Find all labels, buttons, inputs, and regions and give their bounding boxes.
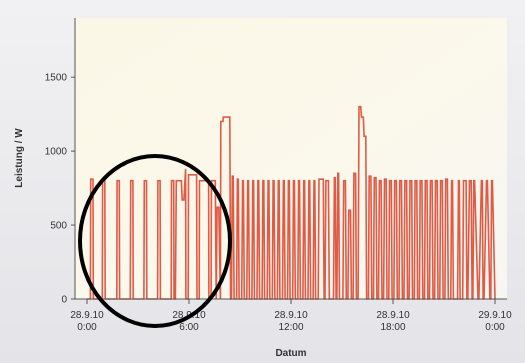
- x-tick-label: 6:00: [179, 322, 199, 333]
- x-tick-label: 0:00: [485, 322, 505, 333]
- highlight-ellipse: [78, 154, 232, 328]
- x-tick-label: 18:00: [380, 322, 405, 333]
- x-tick-label: 28.9.10: [70, 310, 104, 321]
- x-tick-label: 28.9.10: [376, 310, 410, 321]
- x-tick-label: 29.9.10: [478, 310, 512, 321]
- y-tick-label: 1500: [45, 73, 68, 84]
- y-tick-label: 0: [61, 295, 67, 306]
- x-tick-label: 0:00: [77, 322, 97, 333]
- y-ticks: 0 500 1000 1500: [45, 73, 75, 306]
- x-ticks: 28.9.100:0028.9.106:0028.9.1012:0028.9.1…: [70, 299, 512, 333]
- x-tick-label: 12:00: [278, 322, 303, 333]
- y-axis-title: Leistung / W: [14, 128, 25, 188]
- y-tick-label: 1000: [45, 147, 68, 158]
- x-tick-label: 28.9.10: [274, 310, 308, 321]
- y-tick-label: 500: [50, 221, 67, 232]
- x-axis-title: Datum: [275, 348, 306, 359]
